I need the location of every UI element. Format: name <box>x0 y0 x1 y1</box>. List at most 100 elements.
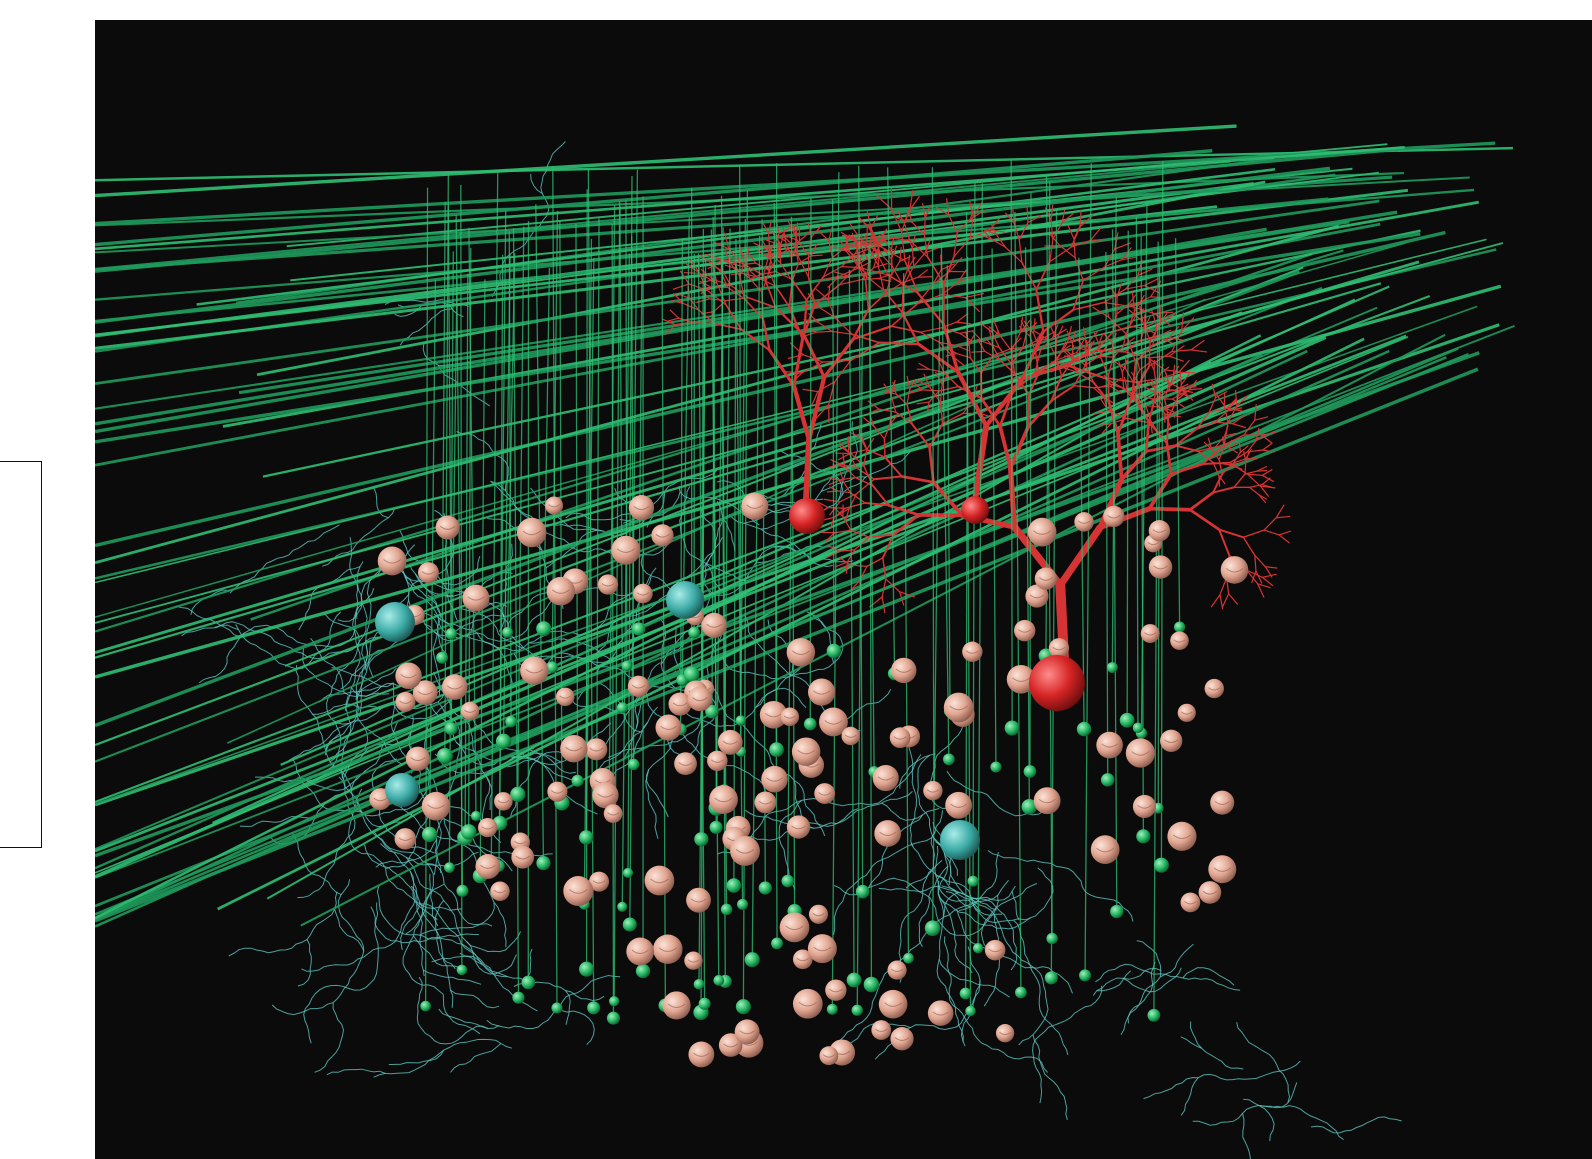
purkinje-dendrite <box>1148 340 1151 368</box>
granule-axon-bead <box>1076 721 1092 737</box>
ascending-axon <box>450 278 458 729</box>
granule-cell-shading <box>791 825 806 830</box>
purkinje-dendrite <box>784 240 792 258</box>
3d-viewport[interactable] <box>95 20 1592 1159</box>
granule-cell-shading <box>894 1037 910 1041</box>
purkinje-dendrite <box>894 411 914 426</box>
purkinje-dendrite <box>1248 483 1263 488</box>
inset-frame-box <box>0 461 42 848</box>
purkinje-dendrite <box>829 478 842 481</box>
purkinje-dendrite <box>907 254 911 269</box>
golgi-axon <box>423 969 482 985</box>
purkinje-dendrite <box>911 423 931 449</box>
purkinje-dendrite <box>1163 406 1179 415</box>
purkinje-dendrite <box>829 501 841 516</box>
purkinje-dendrite <box>1259 485 1269 497</box>
granule-axon-bead <box>855 884 870 899</box>
purkinje-dendrite <box>1261 477 1271 486</box>
granule-cell <box>395 691 416 712</box>
granule-cell-shading <box>1208 687 1221 691</box>
golgi-axon <box>881 802 923 821</box>
purkinje-dendrite <box>798 231 811 242</box>
purkinje-dendrite <box>956 312 969 323</box>
purkinje-soma <box>789 498 825 534</box>
purkinje-dendrite <box>992 348 1011 357</box>
granule-axon-bead <box>735 999 751 1015</box>
golgi-axon <box>355 646 391 700</box>
purkinje-dendrite <box>870 215 879 231</box>
purkinje-dendrite <box>1103 288 1127 304</box>
purkinje-dendrite <box>1115 361 1127 370</box>
purkinje-dendrite <box>767 233 771 253</box>
purkinje-dendrite <box>1162 407 1166 423</box>
granule-cell <box>1074 512 1094 532</box>
granule-cell <box>754 791 777 814</box>
purkinje-dendrite <box>928 422 944 449</box>
granule-cell <box>791 737 821 766</box>
golgi-axon <box>338 776 448 890</box>
purkinje-dendrite <box>828 239 833 259</box>
purkinje-dendrite <box>1163 369 1182 373</box>
granule-cell-shading <box>796 957 809 962</box>
purkinje-dendrite <box>826 550 840 559</box>
purkinje-dendrite <box>956 321 972 325</box>
purkinje-dendrite <box>724 232 730 250</box>
granule-axon-bead <box>726 878 742 893</box>
granule-axon-bead <box>1119 712 1135 728</box>
granule-axon-bead <box>1004 720 1020 736</box>
ascending-axon <box>831 172 840 1010</box>
granule-axon-bead <box>444 862 455 873</box>
granule-axon-bead <box>579 830 594 845</box>
purkinje-dendrite <box>909 389 924 394</box>
golgi-axon <box>297 939 312 987</box>
purkinje-dendrite <box>805 275 825 301</box>
golgi-axon <box>301 844 416 972</box>
purkinje-dendrite <box>842 516 852 531</box>
purkinje-dendrite <box>835 561 848 568</box>
purkinje-dendrite <box>1065 363 1105 379</box>
ascending-axon <box>1111 229 1118 912</box>
granule-cell <box>717 729 743 755</box>
purkinje-dendrite <box>870 229 877 253</box>
granule-cell-shading <box>672 702 688 707</box>
purkinje-dendrite <box>828 226 833 242</box>
purkinje-dendrite <box>674 321 694 326</box>
golgi-axon <box>833 810 944 935</box>
granule-cell-shading <box>601 583 615 587</box>
purkinje-dendrite <box>1103 333 1113 344</box>
granule-cell <box>475 853 501 879</box>
purkinje-dendrite <box>991 238 1007 248</box>
granule-axon-bead <box>1100 773 1115 787</box>
purkinje-dendrite <box>1035 288 1045 333</box>
granule-cell <box>1208 855 1237 884</box>
granule-axon-bead <box>456 884 469 897</box>
golgi-axon <box>935 875 997 911</box>
parallel-fiber <box>95 146 1514 182</box>
golgi-axon <box>932 836 958 876</box>
parallel-fiber <box>95 124 1237 198</box>
purkinje-dendrite <box>928 368 945 373</box>
granule-cell <box>668 692 692 716</box>
golgi-axon <box>509 755 542 818</box>
purkinje-dendrite <box>845 561 848 574</box>
purkinje-dendrite <box>1223 434 1245 446</box>
ascending-axon <box>1050 210 1058 978</box>
purkinje-dendrite <box>916 379 931 388</box>
granule-cell-shading <box>783 715 796 719</box>
granule-cell-shading <box>481 826 494 830</box>
purkinje-dendrite <box>1018 221 1029 241</box>
purkinje-dendrite <box>969 216 974 239</box>
granule-cell <box>819 707 848 737</box>
granule-cell <box>874 820 902 847</box>
purkinje-dendrite <box>989 217 1001 231</box>
purkinje-dendrite <box>1165 442 1173 476</box>
golgi-axon <box>400 901 421 950</box>
purkinje-dendrite <box>775 270 793 280</box>
purkinje-dendrite <box>873 255 878 269</box>
purkinje-dendrite <box>878 408 897 413</box>
purkinje-dendrite <box>1156 313 1168 328</box>
granule-cell-shading <box>1029 594 1045 599</box>
golgi-axon <box>1032 985 1103 1104</box>
purkinje-dendrite <box>854 243 860 260</box>
granule-cell <box>516 517 547 548</box>
